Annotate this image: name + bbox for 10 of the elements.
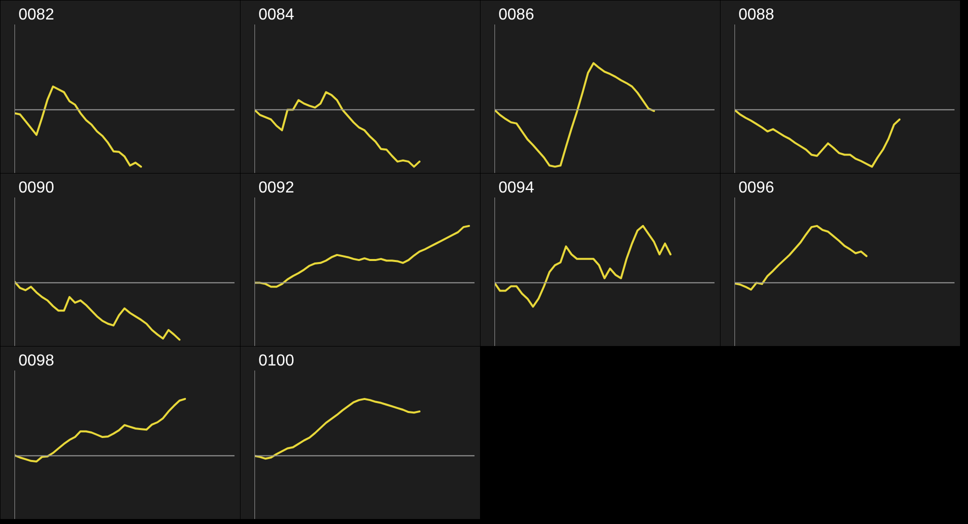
chart-title: 0098 [18,352,54,370]
chart-title: 0094 [498,180,534,196]
chart-title: 0084 [258,6,294,24]
chart-title: 0092 [258,180,294,196]
chart-title: 0096 [738,180,774,196]
chart-title: 0090 [18,180,54,196]
chart-title: 0100 [258,352,294,370]
chart-title: 0082 [18,6,54,24]
chart-title: 0086 [498,6,534,24]
chart-title: 0088 [738,6,774,24]
